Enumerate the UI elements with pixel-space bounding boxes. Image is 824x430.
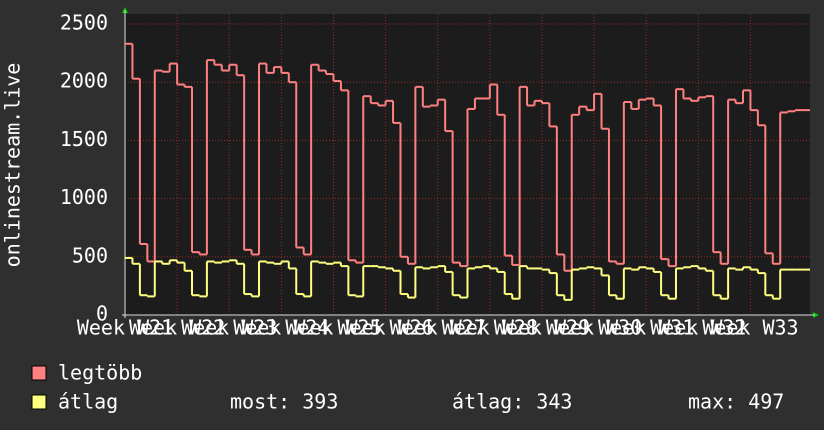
- x-tick-label: Week W29: [494, 316, 590, 340]
- y-tick-label: 2000: [60, 69, 108, 93]
- legend-swatch: [31, 365, 47, 381]
- x-tick-label: Week W33: [702, 316, 798, 340]
- legend-label: legtöbb: [58, 361, 142, 385]
- y-tick-label: 500: [72, 243, 108, 267]
- x-tick-label: Week W22: [129, 316, 225, 340]
- legend-swatch: [31, 394, 47, 410]
- legend-stat: átlag: 343: [452, 390, 572, 414]
- x-tick-label: Week W31: [598, 316, 694, 340]
- y-tick-label: 1000: [60, 185, 108, 209]
- x-tick-label: Week W28: [442, 316, 538, 340]
- x-tick-label: Week W21: [77, 316, 173, 340]
- y-tick-label: 1500: [60, 127, 108, 151]
- x-tick-label: Week W26: [337, 316, 433, 340]
- y-tick-label: 0: [96, 302, 108, 326]
- x-tick-label: Week W23: [181, 316, 277, 340]
- axis-arrow: [813, 312, 819, 318]
- legend-stat: most: 393: [230, 390, 338, 414]
- y-tick-label: 2500: [60, 11, 108, 35]
- y-axis-title: onlinestream.live: [1, 63, 25, 268]
- legend-stat: max: 497: [688, 390, 784, 414]
- x-tick-label: Week W27: [390, 316, 486, 340]
- x-tick-label: Week W25: [285, 316, 381, 340]
- x-tick-label: Week W32: [650, 316, 746, 340]
- legend-label: átlag: [58, 390, 118, 414]
- x-tick-label: Week W30: [546, 316, 642, 340]
- x-tick-label: Week W24: [233, 316, 329, 340]
